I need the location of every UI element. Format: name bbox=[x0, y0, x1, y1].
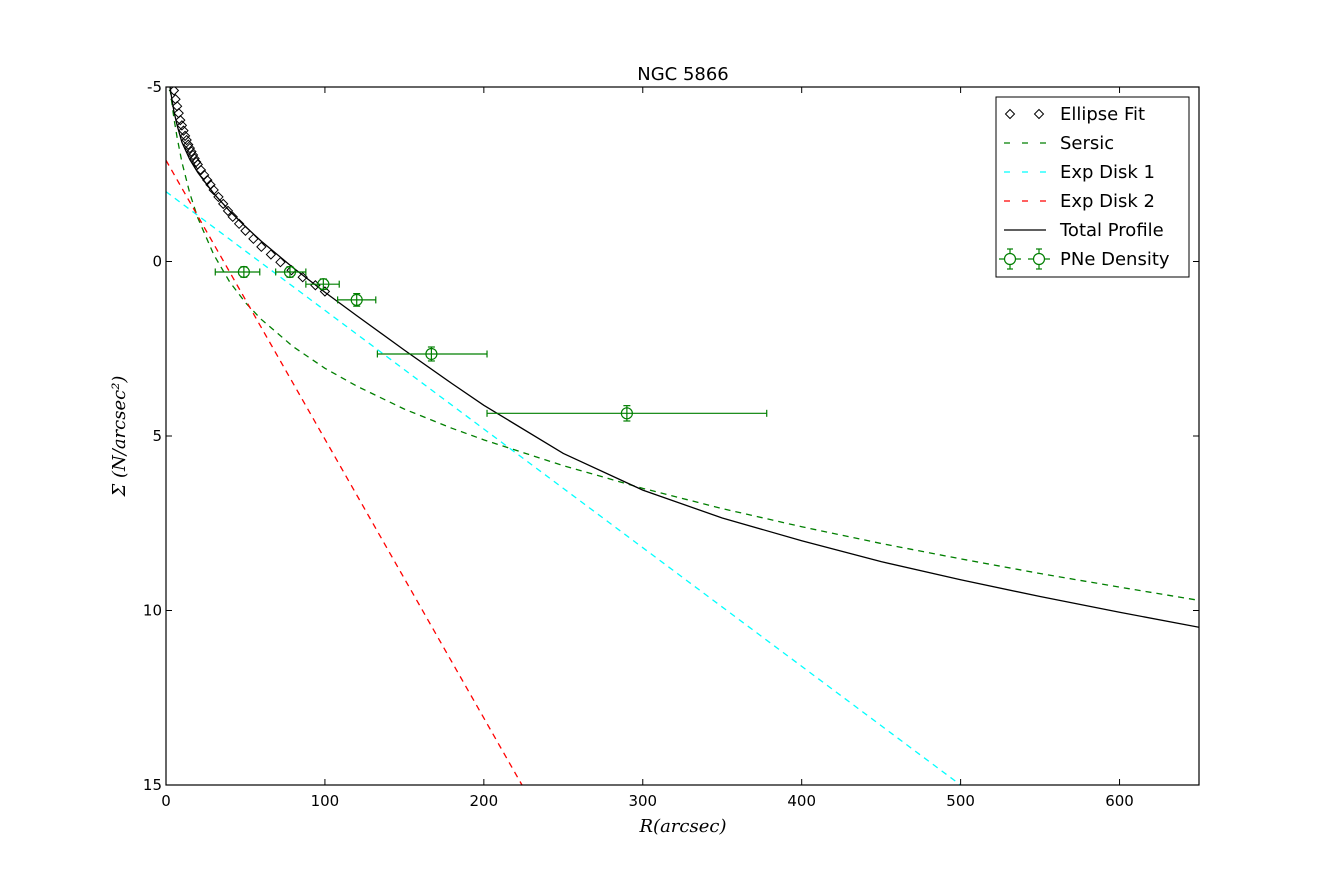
x-tick-label: 300 bbox=[628, 792, 657, 810]
total-profile-line bbox=[169, 87, 1199, 628]
x-axis-label: R(arcsec) bbox=[639, 816, 727, 837]
ellipse-fit-point bbox=[218, 198, 229, 210]
y-tick-label: 5 bbox=[152, 427, 162, 445]
x-tick-label: 400 bbox=[787, 792, 816, 810]
legend-item-total-profile: Total Profile bbox=[1004, 220, 1164, 241]
ellipse-fit-point bbox=[176, 120, 188, 131]
ellipse-fit-point bbox=[187, 149, 199, 161]
ellipse-fit-point bbox=[248, 233, 259, 245]
ellipse-fit-point bbox=[186, 146, 197, 157]
legend-label: Total Profile bbox=[1059, 220, 1164, 241]
legend-item-exp-disk-2: Exp Disk 2 bbox=[1004, 191, 1155, 212]
ellipse-fit-point bbox=[190, 156, 202, 168]
ellipse-fit-series bbox=[168, 87, 331, 297]
exp-disk-1-series bbox=[166, 191, 962, 785]
pne-density-point bbox=[486, 405, 768, 422]
legend-label: Exp Disk 2 bbox=[1060, 191, 1155, 212]
ellipse-fit-point bbox=[178, 125, 189, 136]
exp-disk-2-line bbox=[166, 159, 523, 785]
ellipse-fit-point bbox=[184, 142, 196, 154]
pne-density-point bbox=[337, 293, 377, 307]
ellipse-fit-point bbox=[265, 249, 277, 260]
exp-disk-1-line bbox=[166, 191, 962, 785]
x-tick-label: 500 bbox=[946, 792, 975, 810]
ellipse-fit-point bbox=[233, 218, 245, 230]
pne-density-point bbox=[305, 278, 340, 291]
legend-item-ellipse-fit: Ellipse Fit bbox=[1004, 104, 1145, 125]
legend-swatch bbox=[999, 248, 1021, 270]
ellipse-fit-point bbox=[240, 225, 251, 236]
legend: Ellipse Fit Sersic Exp Disk 1 Exp Disk 2 Tot… bbox=[995, 96, 1190, 278]
y-tick-label: -5 bbox=[147, 78, 162, 96]
x-tick-label: 0 bbox=[161, 792, 171, 810]
ellipse-fit-point bbox=[227, 211, 238, 223]
total-profile-series bbox=[169, 87, 1199, 628]
y-tick-label: 15 bbox=[143, 776, 162, 794]
pne-density-point bbox=[275, 265, 307, 279]
ellipse-fit-point bbox=[183, 139, 194, 150]
ellipse-fit-point bbox=[195, 164, 207, 176]
y-tick-label: 0 bbox=[152, 253, 162, 271]
chart-title: NGC 5866 bbox=[637, 64, 729, 85]
legend-label: Ellipse Fit bbox=[1060, 104, 1145, 125]
x-tick-label: 200 bbox=[470, 792, 499, 810]
legend-swatch bbox=[1004, 108, 1016, 120]
legend-label: Sersic bbox=[1060, 133, 1114, 154]
legend-label: Exp Disk 1 bbox=[1060, 162, 1155, 183]
x-tick-label: 600 bbox=[1105, 792, 1134, 810]
x-tick-label: 100 bbox=[311, 792, 340, 810]
ellipse-fit-point bbox=[256, 241, 267, 253]
legend-swatch bbox=[1028, 248, 1050, 270]
legend-box bbox=[995, 96, 1190, 278]
legend-item-pne-density: PNe Density bbox=[999, 248, 1170, 270]
pne-density-point bbox=[376, 346, 488, 362]
ellipse-fit-point bbox=[179, 130, 191, 142]
legend-item-exp-disk-1: Exp Disk 1 bbox=[1004, 162, 1155, 183]
y-axis-label: Σ (N/arcsec²) bbox=[109, 376, 130, 498]
ellipse-fit-point bbox=[275, 256, 286, 268]
exp-disk-2-series bbox=[166, 159, 523, 785]
y-tick-label: 10 bbox=[143, 602, 162, 620]
pne-density-point bbox=[214, 265, 261, 279]
legend-item-sersic: Sersic bbox=[1004, 133, 1114, 154]
ellipse-fit-point bbox=[175, 114, 186, 126]
ellipse-fit-point bbox=[222, 205, 234, 217]
legend-swatch bbox=[1033, 108, 1045, 120]
ellipse-fit-point bbox=[213, 191, 224, 203]
pne-density-series bbox=[214, 265, 768, 422]
ellipse-fit-point bbox=[181, 134, 192, 146]
legend-label: PNe Density bbox=[1060, 249, 1170, 270]
ellipse-fit-point bbox=[297, 271, 308, 283]
